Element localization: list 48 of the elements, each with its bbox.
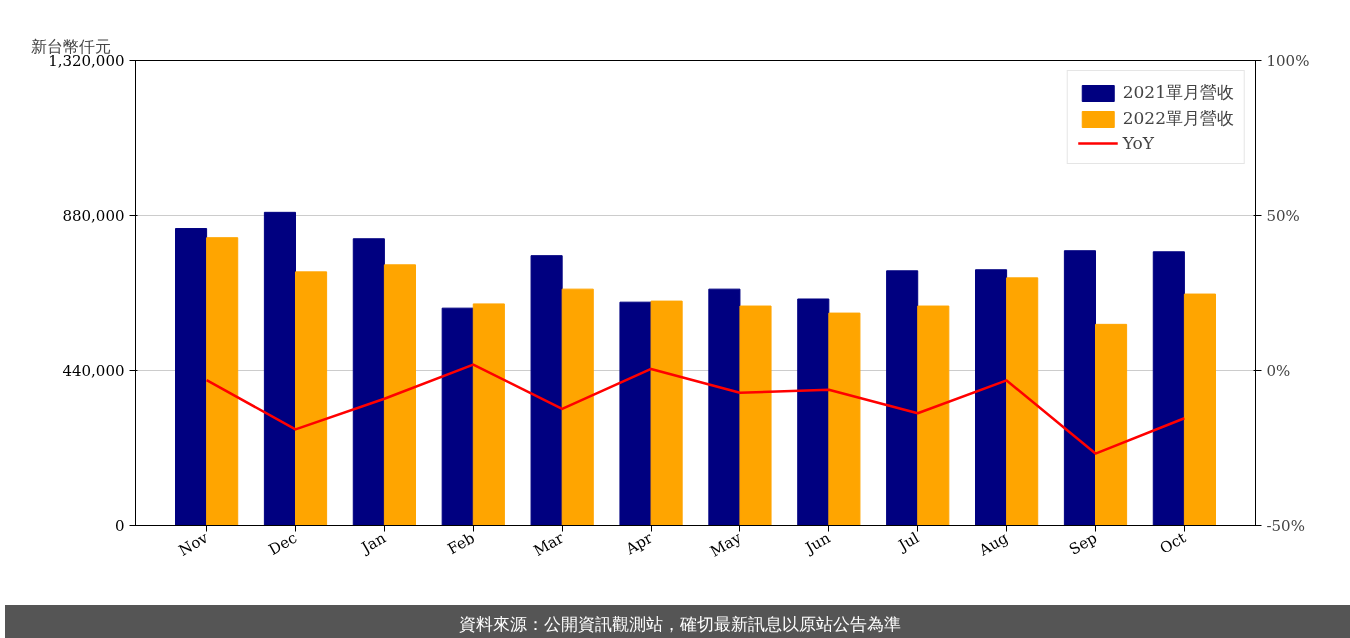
bar [886, 270, 919, 526]
x-tick-label: Feb [444, 528, 478, 559]
x-tick-label: Sep [1066, 528, 1101, 559]
source-note: 資料來源：公開資訊觀測站，確切最新訊息以原站公告為準 [459, 613, 901, 636]
bar [797, 298, 830, 526]
legend-label: 2022單月營收 [1122, 107, 1234, 130]
bar [530, 255, 563, 526]
x-tick-label: Nov [175, 528, 212, 560]
y-tick-label: 0 [114, 517, 125, 535]
x-tick-label: Mar [530, 528, 568, 561]
bar [1183, 293, 1216, 526]
legend-label: YoY [1122, 133, 1154, 153]
x-tick-label: Jul [893, 528, 923, 556]
bar [472, 303, 505, 526]
bar [263, 211, 296, 526]
bar [1063, 250, 1096, 526]
y2-tick-label: 0% [1266, 361, 1291, 380]
bar [975, 269, 1008, 526]
y-tick-label: 440,000 [62, 362, 125, 380]
bar [1006, 277, 1039, 526]
legend-label: 2021單月營收 [1122, 81, 1234, 104]
y2-tick-label: 100% [1266, 51, 1310, 70]
bar [828, 312, 861, 526]
y2-tick-label: 50% [1266, 206, 1300, 225]
x-tick-label: Apr [621, 528, 657, 559]
bar [708, 288, 741, 526]
bar [739, 305, 772, 526]
y-tick-label: 880,000 [62, 207, 125, 225]
bar [175, 228, 208, 526]
bar [619, 301, 652, 526]
bar [917, 305, 950, 526]
bar [206, 237, 239, 526]
x-tick-label: May [707, 528, 745, 561]
x-tick-label: Oct [1156, 528, 1189, 558]
bar [1095, 323, 1128, 526]
x-tick-label: Jun [800, 528, 834, 558]
x-tick-label: Aug [975, 528, 1012, 560]
x-tick-label: Jan [356, 528, 390, 558]
bar [441, 307, 474, 526]
y2-tick-label: -50% [1266, 516, 1305, 535]
bar [295, 271, 328, 526]
line-series [205, 363, 1186, 455]
bar [383, 264, 416, 526]
bar [561, 288, 594, 526]
x-tick-label: Dec [265, 528, 301, 559]
bar [352, 238, 385, 526]
bar [1152, 251, 1185, 526]
bar [650, 300, 683, 526]
